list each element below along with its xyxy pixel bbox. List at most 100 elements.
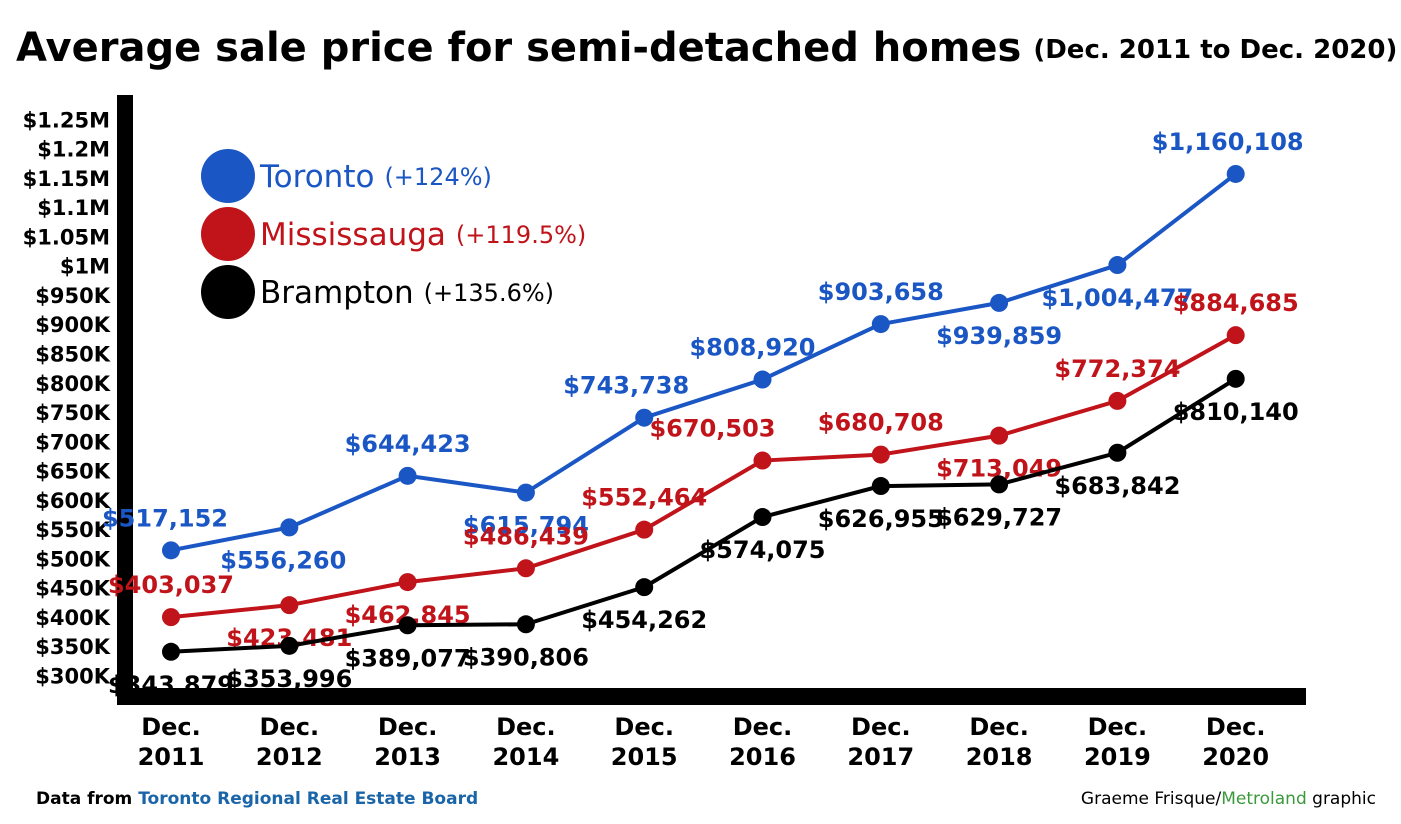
data-point — [871, 315, 890, 334]
y-tick-label: $1.15M — [23, 167, 110, 191]
subtitle: (Dec. 2011 to Dec. 2020) — [1033, 35, 1397, 65]
credit-org: Metroland — [1221, 789, 1307, 809]
y-tick-label: $850K — [35, 342, 110, 366]
data-label: $683,842 — [1054, 472, 1180, 500]
data-point — [162, 541, 180, 560]
data-label: $808,920 — [689, 334, 815, 362]
y-tick-label: $300K — [35, 664, 110, 688]
data-point — [516, 559, 535, 578]
y-tick-label: $1.25M — [23, 108, 110, 132]
credit-author: Graeme Frisque/ — [1081, 789, 1222, 809]
data-point — [1108, 391, 1127, 410]
source-name: Toronto Regional Real Estate Board — [138, 789, 478, 809]
data-point — [990, 475, 1009, 494]
data-label: $552,464 — [581, 484, 707, 512]
data-point — [398, 616, 417, 635]
data-point — [635, 520, 654, 539]
data-point — [990, 293, 1009, 312]
y-tick-label: $750K — [35, 401, 110, 425]
data-label: $403,037 — [108, 571, 234, 599]
x-tick-label: Dec. 2014 — [492, 713, 560, 771]
x-tick-label: Dec. 2013 — [374, 713, 441, 771]
data-label: $1,004,477 — [1041, 284, 1193, 312]
data-point — [162, 608, 180, 627]
data-label: $903,658 — [818, 278, 944, 306]
legend-entry: Brampton (+135.6%) — [260, 275, 554, 311]
data-point — [753, 451, 772, 470]
y-tick-label: $1.05M — [23, 225, 110, 249]
x-axis — [117, 688, 1306, 705]
y-tick-label: $1.1M — [37, 196, 110, 220]
credit: Graeme Frisque/Metroland graphic — [1081, 789, 1376, 809]
x-tick-label: Dec. 2019 — [1083, 713, 1151, 771]
legend-name: Toronto — [259, 159, 374, 195]
data-point — [398, 466, 417, 485]
source: Data from Toronto Regional Real Estate B… — [36, 789, 478, 809]
x-tick-label: Dec. 2016 — [729, 713, 796, 771]
data-point — [280, 636, 299, 655]
legend-marker — [201, 265, 255, 319]
series-line — [170, 377, 1237, 654]
y-tick-label: $400K — [35, 606, 110, 630]
data-label: $343,879 — [108, 671, 234, 699]
data-point — [871, 445, 890, 464]
y-axis — [117, 95, 133, 705]
legend-marker — [201, 207, 255, 261]
legend-entry: Mississauga (+119.5%) — [260, 217, 586, 253]
y-tick-label: $500K — [35, 547, 110, 571]
data-point — [1108, 443, 1127, 462]
x-tick-label: Dec. 2018 — [965, 713, 1033, 771]
legend-change: (+119.5%) — [456, 221, 586, 249]
y-tick-label: $650K — [35, 460, 110, 484]
data-point — [1226, 326, 1245, 345]
data-point — [162, 642, 180, 661]
legend-name: Mississauga — [260, 217, 446, 253]
x-tick-label: Dec. 2020 — [1202, 713, 1270, 771]
data-label: $772,374 — [1054, 355, 1180, 383]
chart-title: Average sale price for semi-detached hom… — [16, 25, 1397, 71]
credit-suffix: graphic — [1307, 789, 1376, 809]
data-label: $389,077 — [345, 644, 471, 672]
data-point — [1226, 369, 1245, 388]
data-label: $615,794 — [463, 512, 589, 540]
y-tick-label: $550K — [35, 518, 110, 542]
x-tick-label: Dec. 2012 — [255, 713, 323, 771]
data-point — [635, 408, 654, 427]
y-tick-label: $800K — [35, 372, 110, 396]
data-point — [1226, 164, 1245, 183]
y-tick-label: $900K — [35, 313, 110, 337]
y-tick-label: $600K — [35, 489, 110, 513]
legend-name: Brampton — [260, 275, 414, 311]
data-label: $939,859 — [936, 322, 1062, 350]
data-point — [1108, 256, 1127, 275]
data-label: $517,152 — [102, 504, 228, 532]
data-label: $454,262 — [581, 606, 707, 634]
legend-change: (+124%) — [384, 163, 491, 191]
data-label: $556,260 — [220, 546, 346, 574]
data-point — [280, 518, 299, 537]
data-label: $574,075 — [699, 536, 825, 564]
legend-change: (+135.6%) — [424, 279, 554, 307]
data-point — [871, 477, 890, 496]
data-label: $810,140 — [1173, 398, 1299, 426]
data-point — [280, 596, 299, 615]
data-point — [516, 483, 535, 502]
y-tick-label: $1M — [60, 255, 110, 279]
y-tick-label: $450K — [35, 577, 110, 601]
y-tick-label: $350K — [35, 635, 110, 659]
data-point — [398, 573, 417, 592]
data-point — [753, 370, 772, 389]
data-point — [635, 578, 654, 597]
y-tick-label: $950K — [35, 284, 110, 308]
x-tick-label: Dec. 2015 — [610, 713, 678, 771]
legend-marker — [201, 149, 255, 203]
title: Average sale price for semi-detached hom… — [16, 25, 1021, 71]
data-label: $486,439 — [463, 522, 589, 550]
data-label: $743,738 — [563, 372, 689, 400]
data-label: $644,423 — [345, 430, 471, 458]
x-tick-label: Dec. 2011 — [137, 713, 205, 771]
source-prefix: Data from — [36, 789, 138, 809]
legend-entry: Toronto (+124%) — [259, 159, 492, 195]
